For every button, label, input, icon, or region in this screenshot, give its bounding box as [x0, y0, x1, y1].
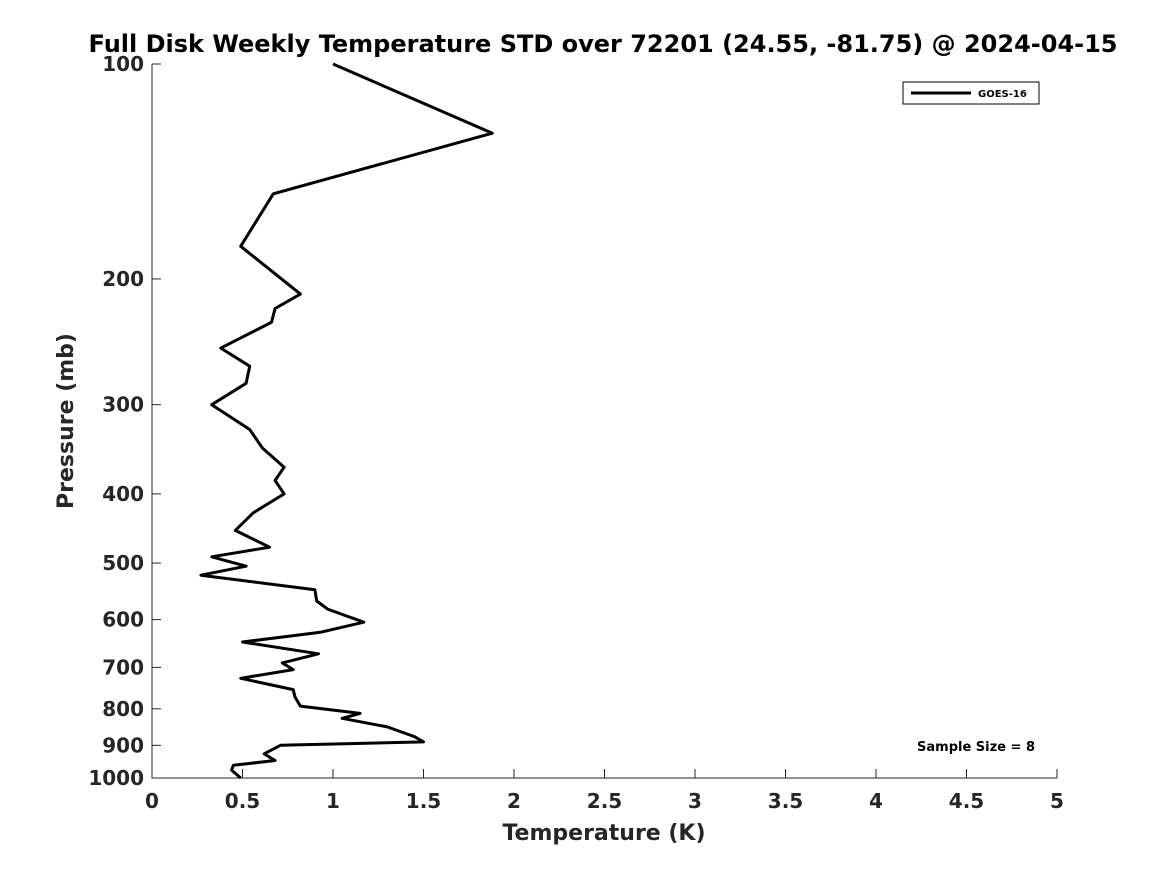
x-tick-label: 2	[507, 789, 521, 813]
y-tick-label: 1000	[88, 766, 144, 790]
x-tick-label: 0	[145, 789, 159, 813]
y-tick-label: 300	[102, 393, 144, 417]
x-tick-label: 0.5	[225, 789, 260, 813]
y-tick-label: 400	[102, 482, 144, 506]
x-tick-label: 3.5	[768, 789, 803, 813]
axes-frame	[151, 64, 1057, 779]
y-tick-label: 700	[102, 655, 144, 679]
y-axis-label: Pressure (mb)	[54, 333, 79, 509]
x-tick-label: 1.5	[406, 789, 441, 813]
x-axis-ticks: 0 0.5 1 1.5 2 2.5 3 3.5 4 4.5 5	[145, 769, 1064, 813]
x-tick-label: 4.5	[949, 789, 984, 813]
y-tick-label: 600	[102, 608, 144, 632]
x-tick-label: 2.5	[587, 789, 622, 813]
chart-title: Full Disk Weekly Temperature STD over 72…	[89, 30, 1118, 58]
y-tick-label: 100	[102, 52, 144, 76]
legend: GOES-16	[902, 81, 1040, 105]
x-tick-label: 1	[326, 789, 340, 813]
y-tick-label: 200	[102, 267, 144, 291]
x-tick-label: 5	[1050, 789, 1064, 813]
y-tick-label: 800	[102, 697, 144, 721]
y-tick-label: 900	[102, 733, 144, 757]
y-axis-ticks: 100 200 300 400 500 600 700 800 900 1000	[88, 52, 161, 790]
y-tick-label: 500	[102, 551, 144, 575]
x-tick-label: 3	[688, 789, 702, 813]
x-tick-label: 4	[869, 789, 883, 813]
legend-entry-goes16: GOES-16	[978, 89, 1027, 100]
x-axis-label: Temperature (K)	[502, 821, 705, 846]
sample-size-annotation: Sample Size = 8	[917, 740, 1035, 755]
series-line-goes16	[199, 62, 494, 780]
